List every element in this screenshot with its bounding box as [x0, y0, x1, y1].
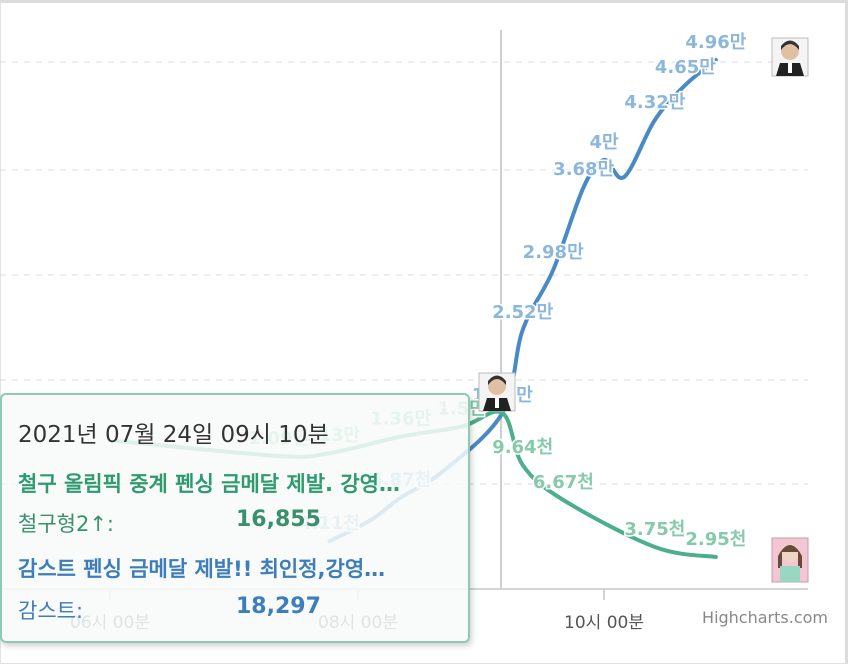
- highcharts-credit[interactable]: Highcharts.com: [702, 608, 828, 627]
- tooltip-broadcast-title-2[interactable]: 감스트 펜싱 금메달 제발!! 최인정,강영…: [18, 557, 386, 581]
- data-label: 4만: [589, 132, 619, 153]
- tooltip-date: 2021년 07월 24일 09시 10분: [18, 422, 329, 448]
- data-label: 3.68만: [553, 159, 614, 180]
- data-label: 4.96만: [685, 32, 746, 53]
- tooltip: 2021년 07월 24일 09시 10분 철구 올림픽 중계 펜싱 금메달 제…: [0, 393, 470, 643]
- avatars-group: [478, 37, 809, 583]
- data-label: 2.95천: [685, 529, 746, 550]
- streamer-avatar-icon[interactable]: [771, 37, 809, 77]
- data-label: 4.65만: [655, 57, 716, 78]
- x-tick-label: 10시 00분: [564, 613, 644, 633]
- streamer-avatar-icon[interactable]: [478, 372, 516, 412]
- tooltip-broadcast-title-1[interactable]: 철구 올림픽 중계 펜싱 금메달 제발. 강영…: [18, 472, 400, 496]
- tooltip-streamer-name-2: 감스트:: [18, 599, 84, 623]
- data-label: 4.32만: [624, 92, 685, 113]
- data-label: 2.52만: [492, 302, 553, 323]
- data-label: 3.75천: [624, 519, 685, 540]
- tooltip-viewer-count-1: 16,855: [236, 507, 321, 532]
- tooltip-streamer-name-1: 철구형2↑:: [18, 512, 114, 536]
- data-label: 2.98만: [523, 242, 584, 263]
- data-label: 9.64천: [492, 437, 553, 458]
- tooltip-viewer-count-2: 18,297: [236, 594, 321, 619]
- data-label: 6.67천: [533, 472, 594, 493]
- streamer-photo-icon[interactable]: [771, 537, 809, 583]
